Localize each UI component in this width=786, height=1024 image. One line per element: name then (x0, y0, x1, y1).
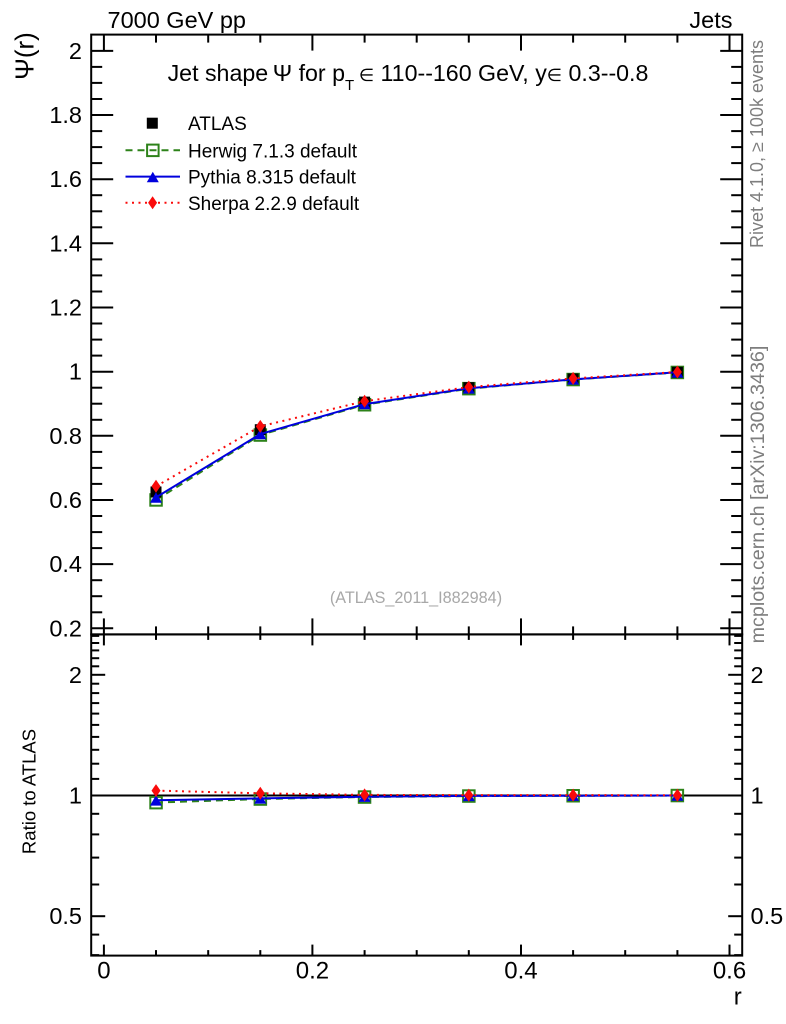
svg-text:Herwig 7.1.3 default: Herwig 7.1.3 default (188, 141, 358, 162)
svg-text:0.4: 0.4 (49, 551, 82, 577)
svg-text:1: 1 (69, 783, 82, 809)
svg-text:Rivet 4.1.0, ≥ 100k events: Rivet 4.1.0, ≥ 100k events (747, 40, 767, 248)
svg-text:(ATLAS_2011_I882984): (ATLAS_2011_I882984) (330, 589, 502, 607)
svg-text:ATLAS: ATLAS (188, 114, 247, 135)
svg-text:Pythia 8.315 default: Pythia 8.315 default (188, 168, 357, 189)
svg-text:0.4: 0.4 (504, 958, 537, 985)
svg-text:0.2: 0.2 (49, 615, 82, 641)
svg-text:0.6: 0.6 (713, 958, 746, 985)
svg-text:2: 2 (69, 662, 82, 688)
svg-text:Ψ(r): Ψ(r) (10, 32, 40, 80)
svg-text:1: 1 (69, 359, 82, 385)
svg-text:1.8: 1.8 (49, 102, 82, 128)
svg-text:mcplots.cern.ch [arXiv:1306.34: mcplots.cern.ch [arXiv:1306.3436] (747, 346, 769, 644)
svg-text:1.4: 1.4 (49, 230, 82, 256)
svg-text:0.5: 0.5 (751, 903, 784, 929)
svg-text:Sherpa 2.2.9 default: Sherpa 2.2.9 default (188, 194, 360, 215)
svg-text:7000 GeV pp: 7000 GeV pp (108, 7, 247, 33)
svg-text:Ratio to ATLAS: Ratio to ATLAS (19, 729, 40, 854)
svg-text:0.2: 0.2 (296, 958, 329, 985)
svg-text:r: r (734, 984, 742, 1011)
svg-text:0: 0 (97, 958, 110, 985)
svg-text:1.6: 1.6 (49, 166, 82, 192)
svg-text:1: 1 (751, 783, 764, 809)
svg-text:Jets: Jets (689, 7, 732, 33)
svg-text:0.5: 0.5 (49, 903, 82, 929)
svg-text:1.2: 1.2 (49, 295, 82, 321)
svg-text:2: 2 (69, 38, 82, 64)
svg-text:0.8: 0.8 (49, 423, 82, 449)
svg-text:2: 2 (751, 662, 764, 688)
svg-text:0.6: 0.6 (49, 487, 82, 513)
